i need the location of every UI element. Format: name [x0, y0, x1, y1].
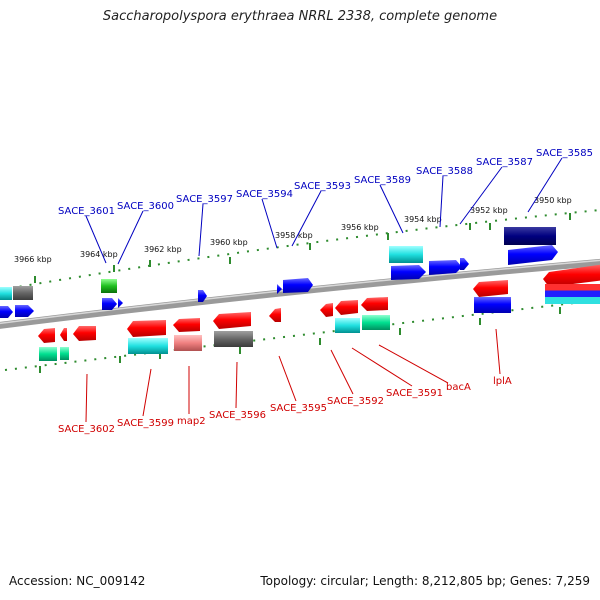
gene-label[interactable]: bacA [446, 382, 471, 393]
gene-feature[interactable] [269, 308, 281, 322]
gene-label[interactable]: SACE_3587 [476, 157, 533, 168]
gene-label[interactable]: SACE_3588 [416, 166, 473, 177]
top-gene-leader-lines [85, 157, 563, 265]
gene-feature[interactable] [335, 300, 358, 315]
gene-feature[interactable] [0, 287, 12, 300]
gene-label[interactable]: SACE_3600 [117, 201, 174, 212]
genome-summary: Topology: circular; Length: 8,212,805 bp… [260, 574, 590, 588]
gene-feature[interactable] [60, 347, 69, 360]
upper-gene-features [0, 227, 558, 318]
lower-gene-features [38, 264, 600, 361]
kbp-tick-label: 3956 kbp [341, 223, 379, 232]
gene-feature[interactable] [362, 315, 390, 330]
genome-title: Saccharopolyspora erythraea NRRL 2338, c… [102, 9, 498, 24]
kbp-tick-label: 3950 kbp [534, 196, 572, 205]
gene-label[interactable]: SACE_3599 [117, 418, 174, 429]
gene-feature[interactable] [173, 318, 200, 332]
gene-feature[interactable] [198, 290, 207, 302]
top-gene-labels: SACE_3601 SACE_3600 SACE_3597 SACE_3594 … [58, 148, 593, 217]
gene-label[interactable]: SACE_3601 [58, 206, 115, 217]
gene-label[interactable]: lplA [493, 376, 512, 387]
kbp-tick-label: 3954 kbp [404, 215, 442, 224]
gene-feature[interactable] [283, 278, 313, 293]
gene-feature[interactable] [361, 297, 388, 311]
gene-feature[interactable] [127, 320, 166, 337]
gene-feature[interactable] [101, 279, 117, 293]
gene-feature[interactable] [474, 297, 511, 313]
kbp-tick-label: 3966 kbp [14, 255, 52, 264]
genome-backbone [0, 258, 600, 329]
gene-feature[interactable] [15, 305, 34, 317]
gene-feature[interactable] [429, 260, 462, 275]
gene-feature[interactable] [13, 286, 33, 300]
gene-feature[interactable] [320, 303, 333, 317]
accession-info: Accession: NC_009142 [9, 574, 146, 588]
gene-label[interactable]: SACE_3585 [536, 148, 593, 159]
gene-feature[interactable] [214, 331, 253, 347]
kbp-tick-label: 3962 kbp [144, 245, 182, 254]
gene-feature[interactable] [391, 265, 426, 280]
kbp-tick-label: 3958 kbp [275, 231, 313, 240]
gene-feature[interactable] [213, 312, 251, 329]
gene-feature[interactable] [38, 328, 55, 343]
bottom-gene-leader-lines [85, 328, 501, 423]
gene-feature[interactable] [504, 227, 556, 245]
gene-label[interactable]: SACE_3591 [386, 388, 443, 399]
gene-feature[interactable] [543, 264, 600, 287]
kbp-tick-labels: 3966 kbp 3964 kbp 3962 kbp 3960 kbp 3958… [14, 196, 572, 264]
gene-label[interactable]: SACE_3594 [236, 189, 293, 200]
gene-feature[interactable] [0, 306, 13, 318]
gene-feature[interactable] [545, 284, 600, 304]
gene-feature[interactable] [39, 347, 57, 361]
gene-label[interactable]: SACE_3595 [270, 403, 327, 414]
gene-label[interactable]: SACE_3589 [354, 175, 411, 186]
gene-label[interactable]: SACE_3597 [176, 194, 233, 205]
gene-feature[interactable] [508, 245, 558, 265]
gene-feature[interactable] [174, 335, 202, 351]
gene-feature[interactable] [335, 318, 360, 333]
gene-label[interactable]: SACE_3592 [327, 396, 384, 407]
gene-feature[interactable] [118, 298, 123, 308]
gene-feature[interactable] [277, 284, 282, 294]
gene-label[interactable]: map2 [177, 416, 206, 427]
gene-feature[interactable] [460, 258, 469, 270]
kbp-tick-label: 3952 kbp [470, 206, 508, 215]
gene-feature[interactable] [102, 298, 117, 310]
gene-label[interactable]: SACE_3593 [294, 181, 351, 192]
gene-label[interactable]: SACE_3602 [58, 424, 115, 435]
gene-feature[interactable] [389, 246, 423, 263]
gene-feature[interactable] [60, 328, 67, 341]
gene-label[interactable]: SACE_3596 [209, 410, 266, 421]
kbp-tick-label: 3964 kbp [80, 250, 118, 259]
gene-feature[interactable] [128, 338, 168, 354]
gene-feature[interactable] [73, 326, 96, 341]
kbp-tick-label: 3960 kbp [210, 238, 248, 247]
gene-feature[interactable] [473, 280, 508, 297]
bottom-gene-labels: SACE_3602 SACE_3599 map2 SACE_3596 SACE_… [58, 376, 512, 435]
